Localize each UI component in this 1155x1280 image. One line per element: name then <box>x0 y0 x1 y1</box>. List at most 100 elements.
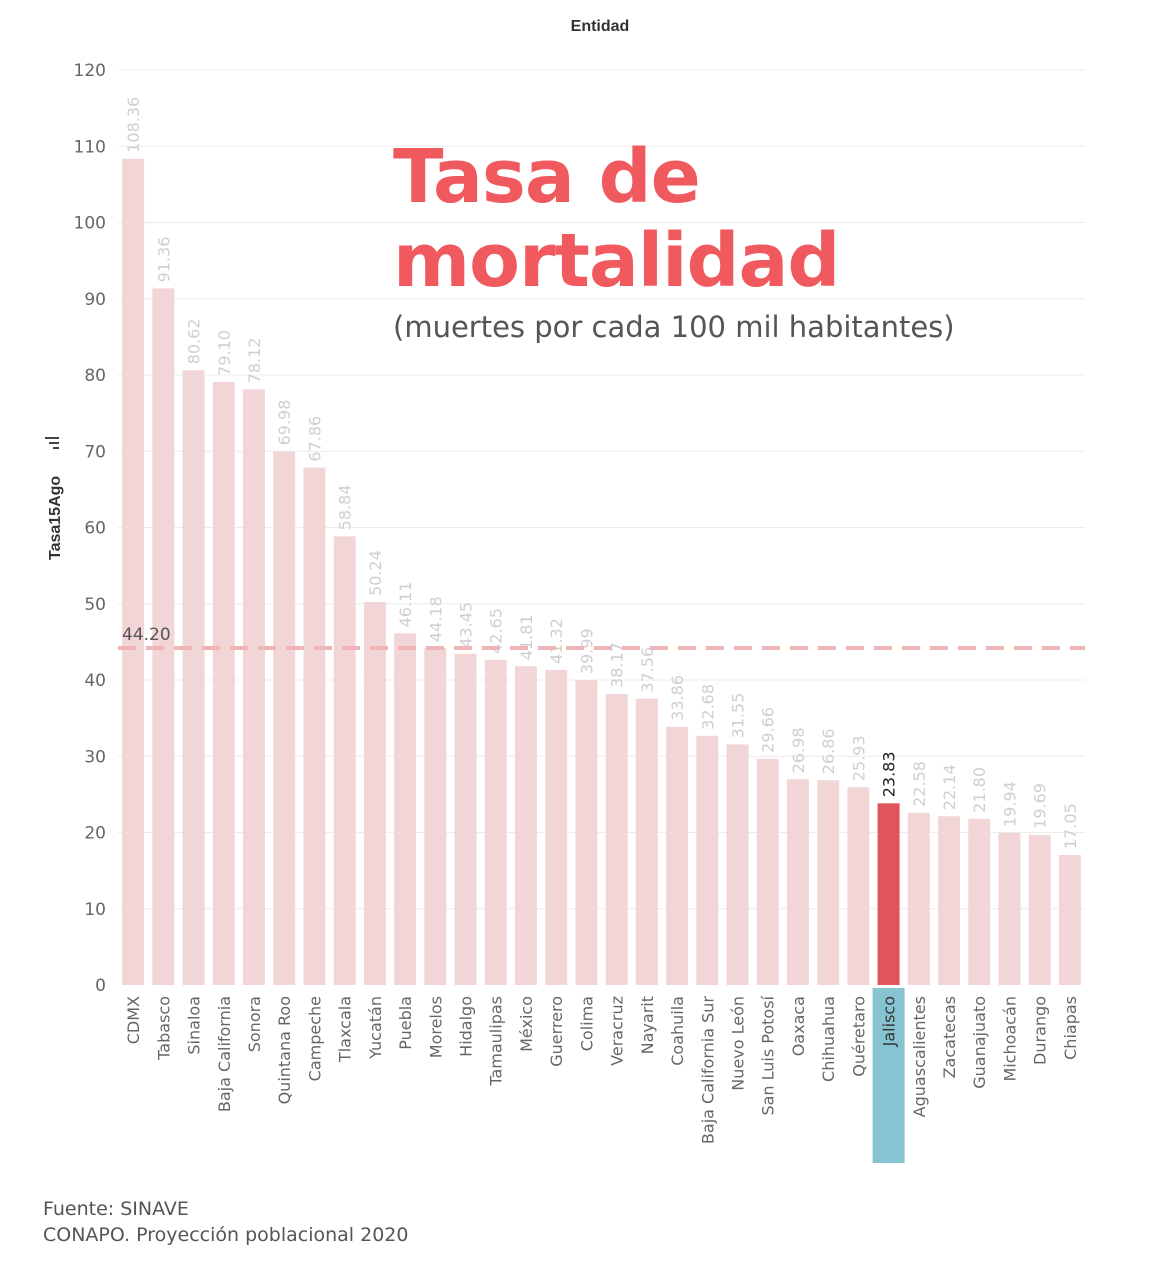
category-label: México <box>517 996 536 1052</box>
category-label: Michoacán <box>1000 996 1019 1082</box>
bar-value-label: 29.66 <box>759 707 778 753</box>
category-label: Durango <box>1031 996 1050 1065</box>
bar <box>273 451 296 986</box>
y-tick-label: 60 <box>84 519 106 539</box>
category-label: Sinaloa <box>185 996 204 1055</box>
y-tick-label: 20 <box>84 824 106 844</box>
bar-value-label: 26.86 <box>819 728 838 774</box>
category-label: Coahuila <box>668 996 687 1066</box>
category-label: Baja California <box>215 996 234 1112</box>
category-label: Campeche <box>305 996 324 1081</box>
bar <box>786 779 809 985</box>
bar-value-label: 26.98 <box>789 727 808 773</box>
bar-value-label: 79.10 <box>215 330 234 376</box>
bar <box>363 601 386 985</box>
bar <box>847 787 870 985</box>
sort-icon <box>45 437 59 439</box>
bar-value-label: 22.58 <box>910 761 929 807</box>
bar-value-label: 50.24 <box>366 550 385 596</box>
category-label: Nayarit <box>638 996 657 1054</box>
y-tick-label: 0 <box>95 976 106 996</box>
bar <box>1028 834 1051 985</box>
bar <box>726 744 749 985</box>
highlight-category-bg <box>872 988 905 1163</box>
category-label: Oaxaca <box>789 996 808 1056</box>
bar-value-label: 108.36 <box>124 97 143 153</box>
y-tick-label: 70 <box>84 442 106 462</box>
bar-value-label: 58.84 <box>336 485 355 531</box>
category-label: Baja California Sur <box>698 996 717 1144</box>
bar-value-label: 17.05 <box>1061 803 1080 849</box>
source-line-2: CONAPO. Proyección poblacional 2020 <box>43 1224 409 1246</box>
y-tick-label: 40 <box>84 671 106 691</box>
bar-value-label: 69.98 <box>275 400 294 446</box>
x-axis-title: Entidad <box>570 18 630 35</box>
bar <box>756 758 779 985</box>
bar <box>454 653 477 985</box>
bar-value-label: 41.81 <box>517 614 536 660</box>
bar <box>424 648 447 985</box>
category-label: Nuevo León <box>728 996 747 1091</box>
category-label: Morelos <box>426 996 445 1058</box>
source-line-1: Fuente: SINAVE <box>43 1198 189 1220</box>
bar-value-label: 22.14 <box>940 764 959 810</box>
y-tick-label: 110 <box>74 137 106 157</box>
bar-value-label: 67.86 <box>305 416 324 462</box>
bar-value-label: 21.80 <box>970 767 989 813</box>
bar <box>605 693 628 985</box>
bar-value-label: 91.36 <box>154 237 173 283</box>
bar <box>696 735 719 985</box>
bar-value-label: 43.45 <box>457 602 476 648</box>
y-tick-label: 80 <box>84 366 106 386</box>
bar-value-label: 23.83 <box>880 751 899 797</box>
bar-value-label: 19.69 <box>1031 783 1050 829</box>
y-tick-label: 90 <box>84 290 106 310</box>
category-label: San Luis Potosí <box>759 995 778 1115</box>
y-tick-label: 10 <box>84 900 106 920</box>
bar <box>152 288 175 985</box>
category-label: Zacatecas <box>940 996 959 1078</box>
category-label: Guanajuato <box>970 996 989 1089</box>
bar-value-label: 37.56 <box>638 647 657 693</box>
bar-value-label: 33.86 <box>668 675 687 721</box>
bar-value-label: 41.32 <box>547 618 566 664</box>
bar <box>907 812 930 985</box>
bar <box>666 726 689 985</box>
category-label: Chihuahua <box>819 996 838 1082</box>
category-label: CDMX <box>124 996 143 1044</box>
category-label: Puebla <box>396 996 415 1050</box>
bar-value-label: 78.12 <box>245 338 264 384</box>
category-label: Tabasco <box>154 996 173 1061</box>
bar <box>182 370 205 986</box>
sort-icon <box>49 442 59 444</box>
bar-value-label: 31.55 <box>728 693 747 739</box>
bar-value-label: 38.17 <box>608 642 627 688</box>
category-label: Veracruz <box>608 996 627 1066</box>
bar <box>877 803 900 985</box>
category-label: Quintana Roo <box>275 996 294 1104</box>
category-label: Hidalgo <box>457 996 476 1057</box>
sort-icon <box>53 447 59 449</box>
category-label: Tamaulipas <box>487 996 506 1087</box>
bar <box>394 633 417 985</box>
bar-value-label: 39.99 <box>577 628 596 674</box>
bar <box>545 669 568 985</box>
bar <box>122 158 145 985</box>
category-label: Chiapas <box>1061 996 1080 1060</box>
bar <box>333 536 356 985</box>
bar-value-label: 46.11 <box>396 582 415 628</box>
bar-value-label: 32.68 <box>698 684 717 730</box>
category-label: Guerrero <box>547 996 566 1067</box>
chart-overlay-title: Tasa de mortalidad <box>393 134 840 303</box>
title-line-1: Tasa de <box>393 134 701 220</box>
y-tick-label: 30 <box>84 747 106 767</box>
bar <box>635 698 658 985</box>
category-label: Sonora <box>245 996 264 1052</box>
bar-value-label: 25.93 <box>849 735 868 781</box>
y-axis-label: Tasa15Ago <box>47 476 64 560</box>
bar-chart: 0 10 20 30 40 50 60 70 80 90 100 110 120 Tasa15Ago 108… <box>45 61 1085 1163</box>
category-label: Aguascalientes <box>910 996 929 1117</box>
category-label: Yucatán <box>366 996 385 1060</box>
bar <box>1058 854 1081 985</box>
y-tick-label: 50 <box>84 595 106 615</box>
